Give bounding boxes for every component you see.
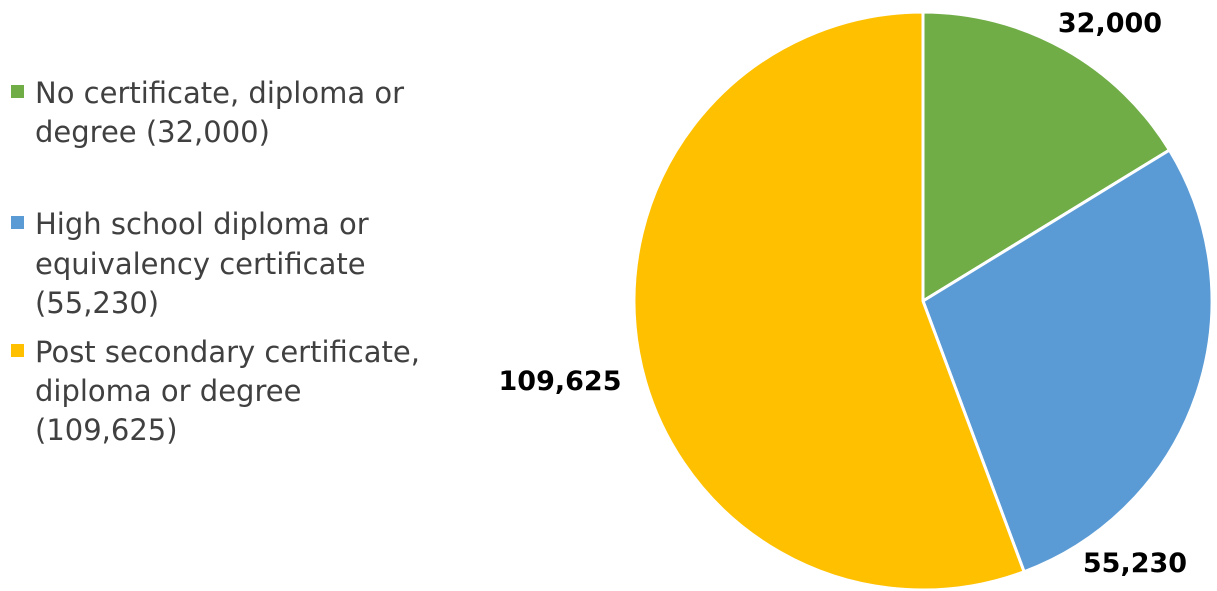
legend-swatch [11,216,24,229]
data-label-1: 32,000 [1058,8,1162,39]
legend-item-3: Post secondary certificate, diploma or de… [11,335,420,447]
legend-label-line: diploma or degree [35,374,301,408]
data-label-3: 109,625 [499,366,622,397]
legend-label-line: degree (32,000) [35,115,270,149]
pie-slice-2 [921,148,1214,574]
legend-label-line: High school diploma or [35,207,369,241]
legend-label-line: (55,230) [35,286,159,320]
legend: No certificate, diploma or degree (32,000… [11,76,420,447]
pie-slices [632,10,1214,591]
pie-slice-3 [632,10,1027,591]
data-labels: 32,000 55,230 109,625 [499,8,1188,579]
data-label-2: 55,230 [1083,548,1187,579]
pie-slice-1 [921,10,1172,304]
legend-item-1: No certificate, diploma or degree (32,000… [11,76,404,149]
legend-item-2: High school diploma or equivalency certif… [11,207,369,320]
legend-label-line: equivalency certificate [35,247,366,281]
legend-swatch [11,344,24,357]
legend-swatch [11,85,24,98]
legend-label-line: Post secondary certificate, [35,335,420,369]
legend-label-line: (109,625) [35,413,178,447]
legend-label-line: No certificate, diploma or [35,76,404,110]
